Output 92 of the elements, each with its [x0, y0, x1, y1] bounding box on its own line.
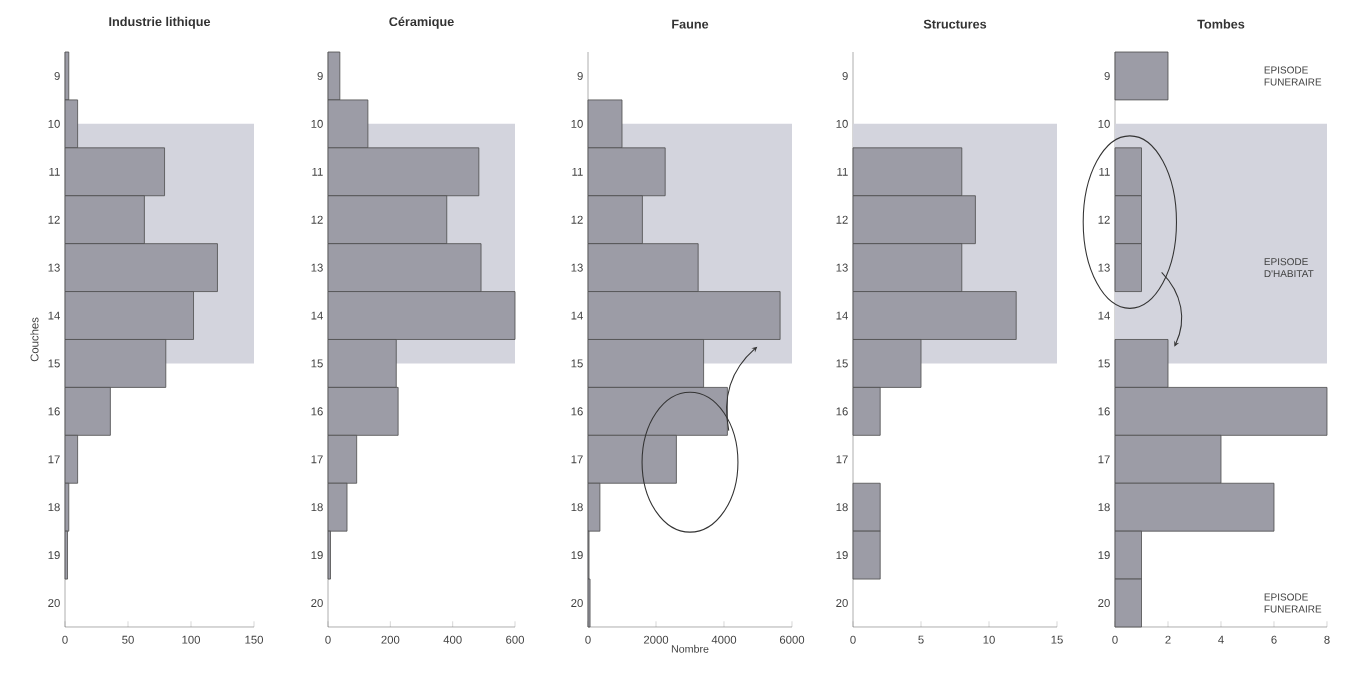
y-tick-label: 17	[48, 455, 60, 464]
x-tick-label: 600	[506, 635, 525, 644]
y-axis-title: Couches	[30, 317, 39, 362]
y-tick-label: 12	[48, 215, 60, 224]
chart-title: Industrie lithique	[109, 16, 211, 29]
y-tick-label: 10	[836, 119, 848, 128]
y-tick-label: 14	[311, 311, 323, 320]
y-tick-label: 19	[571, 551, 583, 560]
x-tick-label: 400	[443, 635, 462, 644]
y-tick-label: 9	[842, 71, 848, 80]
y-tick-label: 17	[311, 455, 323, 464]
y-tick-label: 11	[312, 167, 323, 176]
x-tick-label: 150	[245, 635, 264, 644]
y-tick-label: 11	[837, 167, 848, 176]
y-tick-label: 20	[48, 599, 60, 608]
annotation: EPISODE FUNERAIRE	[1264, 66, 1322, 86]
y-tick-label: 11	[572, 167, 583, 176]
x-tick-label: 0	[850, 635, 856, 644]
y-tick-label: 9	[54, 71, 60, 80]
annotation: EPISODE D'HABITAT	[1264, 258, 1314, 278]
y-tick-label: 10	[1098, 119, 1110, 128]
y-tick-label: 16	[836, 407, 848, 416]
y-tick-label: 20	[836, 599, 848, 608]
y-tick-label: 12	[1098, 215, 1110, 224]
y-tick-label: 14	[48, 311, 60, 320]
x-tick-label: 15	[1051, 635, 1063, 644]
x-tick-label: 2	[1165, 635, 1171, 644]
y-tick-label: 13	[311, 263, 323, 272]
y-tick-label: 12	[311, 215, 323, 224]
y-tick-label: 20	[311, 599, 323, 608]
bar	[1114, 51, 1169, 101]
x-tick-label: 6	[1271, 635, 1277, 644]
y-tick-label: 10	[311, 119, 323, 128]
y-tick-label: 16	[1098, 407, 1110, 416]
x-tick-label: 0	[585, 635, 591, 644]
y-tick-label: 19	[1098, 551, 1110, 560]
y-tick-label: 13	[1098, 263, 1110, 272]
y-tick-label: 15	[836, 359, 848, 368]
x-tick-label: 0	[1112, 635, 1118, 644]
x-axis-title: Nombre	[671, 644, 709, 653]
y-tick-label: 10	[48, 119, 60, 128]
y-tick-label: 19	[311, 551, 323, 560]
x-tick-label: 8	[1324, 635, 1330, 644]
chart-title: Céramique	[389, 16, 454, 29]
x-tick-label: 0	[62, 635, 68, 644]
y-tick-label: 16	[48, 407, 60, 416]
annotation: EPISODE FUNERAIRE	[1264, 593, 1322, 613]
x-tick-label: 100	[182, 635, 201, 644]
y-tick-label: 19	[48, 551, 60, 560]
y-tick-label: 17	[836, 455, 848, 464]
x-tick-label: 4	[1218, 635, 1224, 644]
x-tick-label: 200	[381, 635, 400, 644]
y-tick-label: 12	[571, 215, 583, 224]
y-tick-label: 18	[571, 503, 583, 512]
y-tick-label: 14	[1098, 311, 1110, 320]
y-tick-label: 18	[836, 503, 848, 512]
y-tick-label: 11	[1099, 167, 1110, 176]
y-tick-label: 10	[571, 119, 583, 128]
y-tick-label: 19	[836, 551, 848, 560]
y-tick-label: 18	[1098, 503, 1110, 512]
y-tick-label: 15	[48, 359, 60, 368]
x-tick-label: 0	[325, 635, 331, 644]
chart-title: Structures	[923, 19, 987, 29]
chart-title: Tombes	[1197, 19, 1245, 29]
y-tick-label: 20	[571, 599, 583, 608]
y-tick-label: 15	[311, 359, 323, 368]
y-tick-label: 20	[1098, 599, 1110, 608]
y-tick-label: 9	[317, 71, 323, 80]
y-tick-label: 18	[48, 503, 60, 512]
y-tick-label: 16	[311, 407, 323, 416]
y-tick-label: 9	[1104, 71, 1110, 80]
y-tick-label: 15	[571, 359, 583, 368]
y-tick-label: 11	[49, 167, 60, 176]
y-tick-label: 13	[836, 263, 848, 272]
x-tick-label: 6000	[779, 635, 805, 644]
x-tick-label: 5	[918, 635, 924, 644]
x-tick-label: 4000	[711, 635, 737, 644]
y-tick-label: 13	[571, 263, 583, 272]
y-tick-label: 13	[48, 263, 60, 272]
y-tick-label: 17	[571, 455, 583, 464]
x-tick-label: 10	[983, 635, 995, 644]
y-tick-label: 15	[1098, 359, 1110, 368]
y-tick-label: 17	[1098, 455, 1110, 464]
y-tick-label: 18	[311, 503, 323, 512]
y-tick-label: 9	[577, 71, 583, 80]
x-tick-label: 50	[122, 635, 134, 644]
chart-title: Faune	[672, 19, 709, 29]
x-tick-label: 2000	[643, 635, 669, 644]
y-tick-label: 14	[836, 311, 848, 320]
y-tick-label: 12	[836, 215, 848, 224]
y-tick-label: 14	[571, 311, 583, 320]
y-tick-label: 16	[571, 407, 583, 416]
